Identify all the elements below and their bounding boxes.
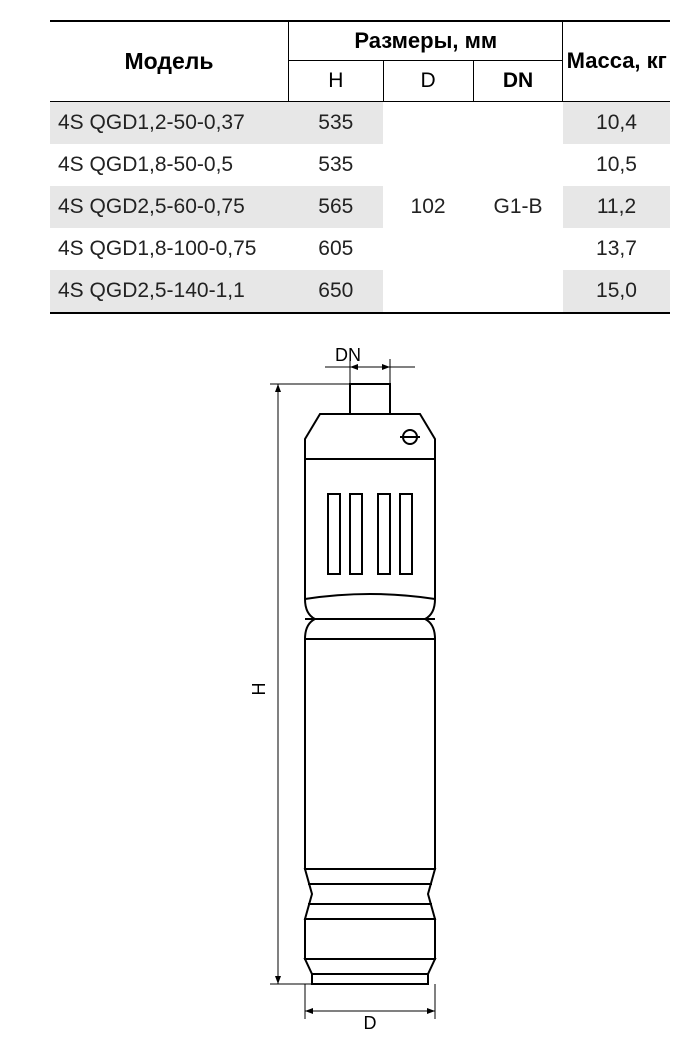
table-row: 4S QGD1,2-50-0,37 535 102 G1-B 10,4 xyxy=(50,102,670,145)
cell-mass: 10,4 xyxy=(563,102,670,145)
specs-table: Модель Размеры, мм Масса, кг H D DN 4S Q… xyxy=(50,20,670,314)
diagram-label-DN: DN xyxy=(335,345,361,365)
header-D: D xyxy=(383,61,473,102)
cell-H: 565 xyxy=(289,186,384,228)
cell-model: 4S QGD1,8-100-0,75 xyxy=(50,228,289,270)
cell-model: 4S QGD2,5-140-1,1 xyxy=(50,270,289,313)
cell-H: 605 xyxy=(289,228,384,270)
header-mass: Масса, кг xyxy=(563,21,670,102)
diagram-label-H: H xyxy=(249,683,269,696)
pump-diagram: DN H D xyxy=(0,314,700,1044)
cell-model: 4S QGD2,5-60-0,75 xyxy=(50,186,289,228)
cell-H: 535 xyxy=(289,144,384,186)
cell-DN-merged: G1-B xyxy=(473,102,563,314)
cell-model: 4S QGD1,8-50-0,5 xyxy=(50,144,289,186)
table-row: 4S QGD2,5-60-0,75 565 11,2 xyxy=(50,186,670,228)
cell-mass: 10,5 xyxy=(563,144,670,186)
table-row: 4S QGD1,8-100-0,75 605 13,7 xyxy=(50,228,670,270)
table-row: 4S QGD2,5-140-1,1 650 15,0 xyxy=(50,270,670,313)
header-model: Модель xyxy=(50,21,289,102)
header-DN: DN xyxy=(473,61,563,102)
cell-mass: 15,0 xyxy=(563,270,670,313)
diagram-label-D: D xyxy=(364,1013,377,1033)
cell-mass: 11,2 xyxy=(563,186,670,228)
cell-H: 535 xyxy=(289,102,384,145)
table-body: 4S QGD1,2-50-0,37 535 102 G1-B 10,4 4S Q… xyxy=(50,102,670,314)
cell-D-merged: 102 xyxy=(383,102,473,314)
table-row: 4S QGD1,8-50-0,5 535 10,5 xyxy=(50,144,670,186)
header-H: H xyxy=(289,61,384,102)
cell-H: 650 xyxy=(289,270,384,313)
cell-mass: 13,7 xyxy=(563,228,670,270)
cell-model: 4S QGD1,2-50-0,37 xyxy=(50,102,289,145)
header-dimensions: Размеры, мм xyxy=(289,21,563,61)
